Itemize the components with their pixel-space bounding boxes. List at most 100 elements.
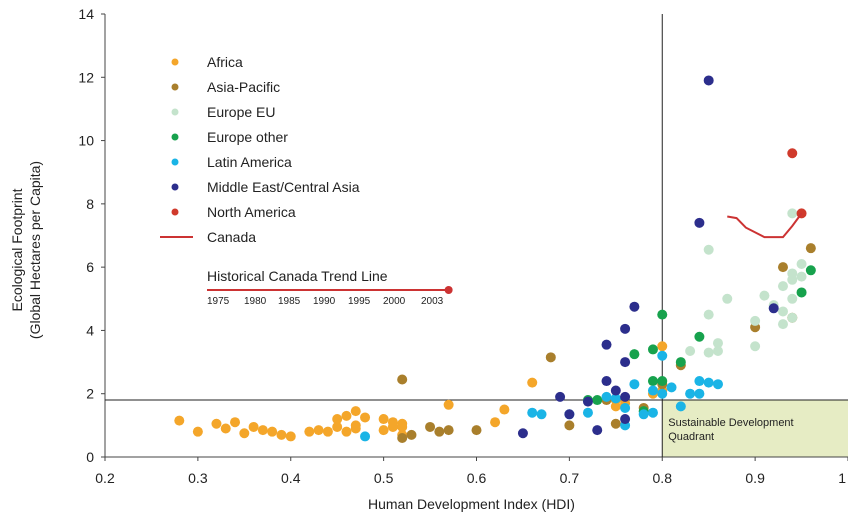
y-tick-label: 6 <box>86 259 94 275</box>
legend-marker <box>171 58 179 66</box>
point-latin-america <box>657 388 668 399</box>
point-africa <box>397 418 408 429</box>
y-tick-label: 0 <box>86 449 94 465</box>
legend-marker <box>171 183 179 191</box>
point-europe-other <box>657 309 668 320</box>
point-africa <box>257 425 268 436</box>
legend-label: North America <box>207 204 296 220</box>
point-africa <box>267 426 278 437</box>
point-latin-america <box>675 401 686 412</box>
point-europe-eu <box>703 347 714 358</box>
x-tick-label: 0.8 <box>653 470 673 486</box>
point-europe-other <box>657 376 668 387</box>
point-africa <box>657 341 668 352</box>
point-latin-america <box>638 409 649 420</box>
point-africa <box>220 423 231 434</box>
x-axis-title: Human Development Index (HDI) <box>368 496 575 512</box>
legend-marker <box>171 208 179 216</box>
point-middle-east-central-asia <box>620 323 631 334</box>
point-africa <box>313 425 324 436</box>
historical-trend-year: 2003 <box>421 296 444 307</box>
point-asia-pacific <box>397 374 408 385</box>
point-africa <box>360 412 371 423</box>
point-europe-eu <box>787 268 798 279</box>
point-middle-east-central-asia <box>601 339 612 350</box>
point-latin-america <box>666 382 677 393</box>
point-latin-america <box>527 407 538 418</box>
point-asia-pacific <box>434 426 445 437</box>
point-europe-other <box>675 357 686 368</box>
point-europe-eu <box>777 281 788 292</box>
x-tick-label: 1 <box>838 470 846 486</box>
point-latin-america <box>647 407 658 418</box>
point-africa <box>276 429 287 440</box>
point-africa <box>211 418 222 429</box>
point-middle-east-central-asia <box>555 391 566 402</box>
point-europe-eu <box>777 306 788 317</box>
point-europe-eu <box>787 208 798 219</box>
legend-marker <box>171 133 179 141</box>
point-latin-america <box>685 388 696 399</box>
y-axis-title-line: (Global Hectares per Capita) <box>27 161 43 339</box>
quadrant-label: Quadrant <box>668 431 714 443</box>
point-europe-other <box>694 331 705 342</box>
point-europe-eu <box>750 315 761 326</box>
point-middle-east-central-asia <box>592 425 603 436</box>
quadrant-label: Sustainable Development <box>668 417 793 429</box>
point-asia-pacific <box>777 262 788 273</box>
legend-label: Asia-Pacific <box>207 79 280 95</box>
point-europe-eu <box>787 312 798 323</box>
point-latin-america <box>712 379 723 390</box>
point-africa <box>350 423 361 434</box>
historical-trend-title: Historical Canada Trend Line <box>207 268 388 284</box>
x-tick-label: 0.2 <box>95 470 115 486</box>
historical-trend-year: 2000 <box>383 296 406 307</box>
point-europe-eu <box>685 345 696 356</box>
x-tick-label: 0.5 <box>374 470 394 486</box>
x-tick-label: 0.3 <box>188 470 208 486</box>
y-tick-label: 2 <box>86 386 94 402</box>
point-europe-other <box>592 395 603 406</box>
y-axis-title: Ecological Footprint (Global Hectares per… <box>9 161 43 339</box>
y-axis-title-line: Ecological Footprint <box>9 188 25 311</box>
point-africa <box>332 414 343 425</box>
point-asia-pacific <box>610 418 621 429</box>
point-middle-east-central-asia <box>620 357 631 368</box>
point-europe-eu <box>712 338 723 349</box>
point-africa <box>387 421 398 432</box>
historical-trend-endpoint <box>444 286 453 294</box>
point-middle-east-central-asia <box>620 391 631 402</box>
point-asia-pacific <box>564 420 575 431</box>
point-europe-eu <box>722 293 733 304</box>
point-asia-pacific <box>443 425 454 436</box>
point-latin-america <box>657 350 668 361</box>
historical-trend-year: 1985 <box>278 296 301 307</box>
point-middle-east-central-asia <box>564 409 575 420</box>
legend-marker <box>171 108 179 116</box>
legend-label: Middle East/Central Asia <box>207 179 360 195</box>
point-latin-america <box>582 407 593 418</box>
point-europe-eu <box>712 345 723 356</box>
legend-marker <box>171 83 179 91</box>
point-middle-east-central-asia <box>694 217 705 228</box>
point-africa <box>332 421 343 432</box>
y-tick-label: 4 <box>86 322 94 338</box>
x-tick-label: 0.6 <box>467 470 487 486</box>
legend-label: Europe EU <box>207 104 275 120</box>
canada-trend-line <box>727 212 803 239</box>
legend-marker <box>171 158 179 166</box>
point-africa <box>304 426 315 437</box>
point-africa <box>239 428 250 439</box>
point-latin-america <box>647 385 658 396</box>
legend-label: Canada <box>207 229 256 245</box>
point-asia-pacific <box>471 425 482 436</box>
point-latin-america <box>536 409 547 420</box>
point-africa <box>378 425 389 436</box>
point-latin-america <box>620 402 631 413</box>
point-europe-eu <box>750 341 761 352</box>
legend-label: Europe other <box>207 129 288 145</box>
point-africa <box>341 426 352 437</box>
point-middle-east-central-asia <box>601 376 612 387</box>
point-africa <box>610 401 621 412</box>
point-latin-america <box>360 431 371 442</box>
